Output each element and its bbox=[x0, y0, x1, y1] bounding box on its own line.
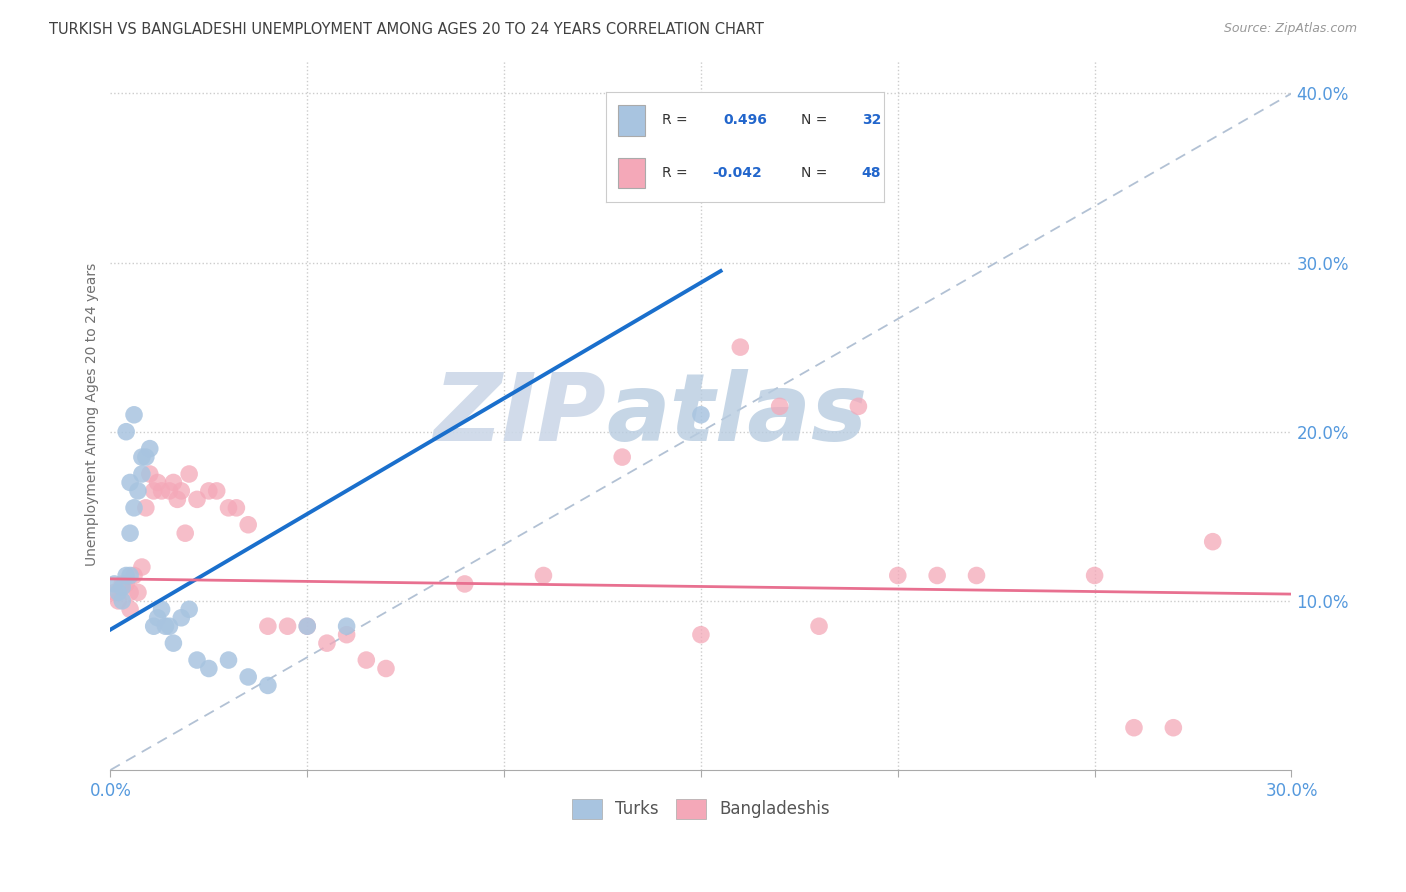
Point bbox=[120, 526, 142, 541]
Point bbox=[115, 425, 138, 439]
Point bbox=[218, 500, 240, 515]
Point bbox=[218, 653, 240, 667]
Point bbox=[225, 500, 247, 515]
Point bbox=[127, 585, 149, 599]
Point bbox=[238, 670, 260, 684]
Point bbox=[297, 619, 319, 633]
Point bbox=[139, 442, 162, 456]
Point bbox=[356, 653, 378, 667]
Text: atlas: atlas bbox=[606, 368, 868, 461]
Point bbox=[186, 653, 208, 667]
Point bbox=[336, 619, 359, 633]
Point bbox=[146, 611, 169, 625]
Point bbox=[150, 483, 173, 498]
Point bbox=[769, 400, 792, 414]
Point bbox=[808, 619, 831, 633]
Point bbox=[927, 568, 949, 582]
Point bbox=[297, 619, 319, 633]
Point bbox=[107, 594, 129, 608]
Point bbox=[159, 483, 181, 498]
Point bbox=[316, 636, 339, 650]
Point bbox=[198, 661, 221, 675]
Point bbox=[120, 475, 142, 490]
Point bbox=[120, 602, 142, 616]
Point bbox=[166, 492, 188, 507]
Point bbox=[257, 678, 280, 692]
Point bbox=[257, 619, 280, 633]
Point bbox=[142, 619, 165, 633]
Point bbox=[150, 602, 173, 616]
Point bbox=[120, 585, 142, 599]
Text: Source: ZipAtlas.com: Source: ZipAtlas.com bbox=[1223, 22, 1357, 36]
Y-axis label: Unemployment Among Ages 20 to 24 years: Unemployment Among Ages 20 to 24 years bbox=[86, 263, 100, 566]
Point bbox=[127, 483, 149, 498]
Point bbox=[122, 408, 145, 422]
Point bbox=[848, 400, 870, 414]
Text: TURKISH VS BANGLADESHI UNEMPLOYMENT AMONG AGES 20 TO 24 YEARS CORRELATION CHART: TURKISH VS BANGLADESHI UNEMPLOYMENT AMON… bbox=[49, 22, 763, 37]
Point bbox=[454, 577, 477, 591]
Point bbox=[186, 492, 208, 507]
Point bbox=[375, 661, 398, 675]
Point bbox=[131, 560, 153, 574]
Point bbox=[162, 636, 184, 650]
Point bbox=[612, 450, 634, 464]
Legend: Turks, Bangladeshis: Turks, Bangladeshis bbox=[565, 792, 837, 826]
Point bbox=[103, 585, 125, 599]
Point bbox=[159, 619, 181, 633]
Point bbox=[179, 467, 201, 481]
Point bbox=[198, 483, 221, 498]
Point bbox=[966, 568, 988, 582]
Point bbox=[533, 568, 555, 582]
Point bbox=[135, 450, 157, 464]
Point bbox=[162, 475, 184, 490]
Point bbox=[170, 611, 193, 625]
Point bbox=[179, 602, 201, 616]
Point bbox=[1084, 568, 1107, 582]
Point bbox=[238, 517, 260, 532]
Point bbox=[887, 568, 910, 582]
Point bbox=[174, 526, 197, 541]
Point bbox=[122, 500, 145, 515]
Text: ZIP: ZIP bbox=[433, 368, 606, 461]
Point bbox=[103, 577, 125, 591]
Point bbox=[131, 467, 153, 481]
Point bbox=[135, 500, 157, 515]
Point bbox=[122, 568, 145, 582]
Point bbox=[120, 568, 142, 582]
Point bbox=[115, 577, 138, 591]
Point bbox=[690, 408, 713, 422]
Point bbox=[142, 483, 165, 498]
Point bbox=[730, 340, 752, 354]
Point bbox=[146, 475, 169, 490]
Point bbox=[111, 580, 134, 594]
Point bbox=[111, 577, 134, 591]
Point bbox=[131, 450, 153, 464]
Point bbox=[336, 628, 359, 642]
Point bbox=[205, 483, 228, 498]
Point bbox=[155, 619, 177, 633]
Point bbox=[139, 467, 162, 481]
Point bbox=[1123, 721, 1146, 735]
Point bbox=[277, 619, 299, 633]
Point bbox=[1202, 534, 1225, 549]
Point bbox=[115, 568, 138, 582]
Point bbox=[111, 594, 134, 608]
Point bbox=[107, 585, 129, 599]
Point bbox=[170, 483, 193, 498]
Point bbox=[690, 628, 713, 642]
Point bbox=[1163, 721, 1185, 735]
